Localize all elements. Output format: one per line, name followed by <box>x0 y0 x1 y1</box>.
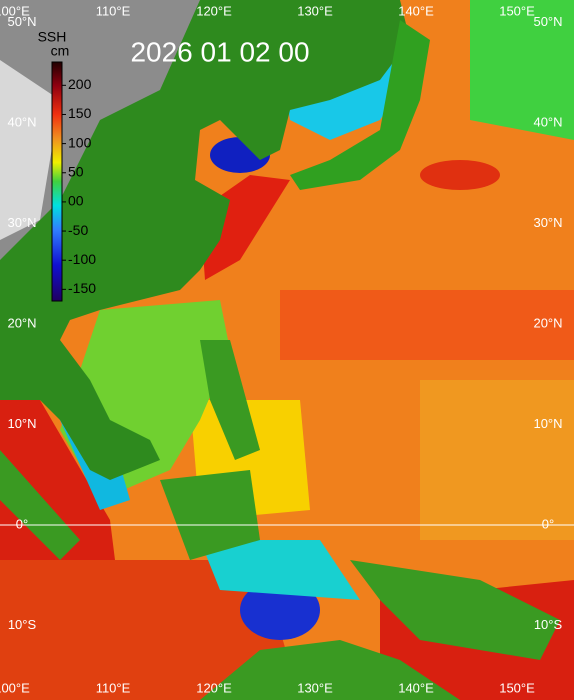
colorbar: 200 150 100 50 00 -50 -100 -150 <box>51 61 96 302</box>
lon-label: 110°E <box>96 3 131 18</box>
colorbar-tick-label: -50 <box>68 222 88 238</box>
land <box>0 0 560 700</box>
lat-label: 10°N <box>7 416 36 431</box>
title: 2026 01 02 00 <box>130 36 309 67</box>
colorbar-tick-label: 200 <box>68 76 92 92</box>
lat-label: 10°S <box>8 617 37 632</box>
graticule-labels: 100°E 100°E 110°E 110°E 120°E 120°E 130°E 130°E… <box>0 3 563 695</box>
lat-label: 20°N <box>533 315 562 330</box>
lon-label: 140°E <box>398 680 434 695</box>
lat-label: 0° <box>16 516 28 531</box>
colorbar-tick-label: -100 <box>68 251 96 267</box>
lat-label: 50°N <box>7 14 36 29</box>
lon-label: 150°E <box>499 3 535 18</box>
lat-label: 40°N <box>7 114 36 129</box>
colorbar-tick-label: -150 <box>68 280 96 296</box>
colorbar-bar <box>51 61 63 302</box>
lat-label: 30°N <box>7 215 36 230</box>
lat-label: 20°N <box>7 315 36 330</box>
colorbar-tick-label: 150 <box>68 105 92 121</box>
lon-label: 130°E <box>297 680 333 695</box>
colorbar-tick-label: 00 <box>68 193 84 209</box>
lat-label: 30°N <box>533 215 562 230</box>
lat-label: 50°N <box>533 14 562 29</box>
lon-label: 130°E <box>297 3 333 18</box>
lon-label: 100°E <box>0 3 30 18</box>
colorbar-title: SSH <box>38 29 67 45</box>
lon-label: 150°E <box>499 680 535 695</box>
lon-label: 110°E <box>96 680 131 695</box>
colorbar-tick-label: 100 <box>68 134 92 150</box>
lon-label: 120°E <box>196 680 232 695</box>
lon-label: 120°E <box>196 3 232 18</box>
lat-label: 10°S <box>534 617 563 632</box>
lon-label: 140°E <box>398 3 434 18</box>
colorbar-unit: cm <box>51 43 70 59</box>
lat-label: 10°N <box>533 416 562 431</box>
colorbar-tick-label: 50 <box>68 163 84 179</box>
lat-label: 0° <box>542 516 554 531</box>
lon-label: 100°E <box>0 680 30 695</box>
lat-label: 40°N <box>533 114 562 129</box>
